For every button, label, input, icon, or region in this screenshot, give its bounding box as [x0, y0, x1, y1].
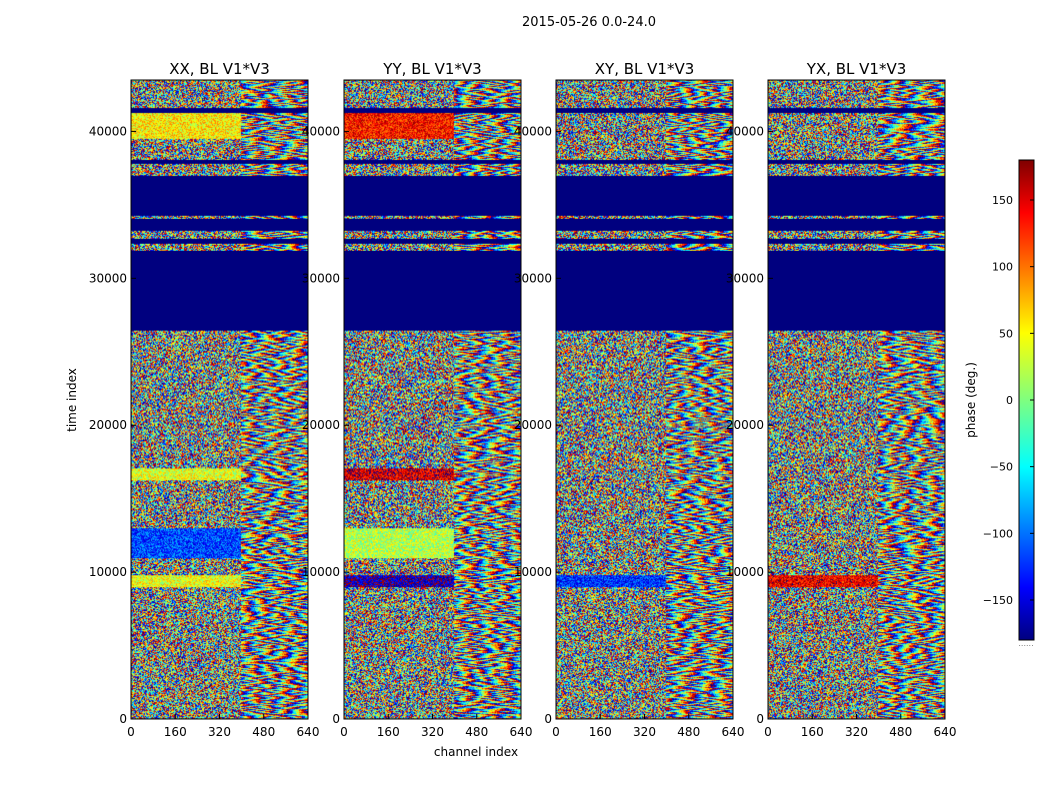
x-tick-label: 480 [465, 725, 488, 739]
x-tick-label: 0 [340, 725, 348, 739]
colorbar-tick-label: −150 [983, 594, 1013, 607]
colorbar-tick-label: −50 [990, 461, 1013, 474]
y-tick-label: 40000 [89, 124, 127, 138]
panel-title: YY, BL V1*V3 [382, 60, 481, 78]
y-tick-label: 0 [332, 712, 340, 726]
y-tick-label: 10000 [89, 565, 127, 579]
x-tick-label: 320 [421, 725, 444, 739]
x-tick-label: 640 [934, 725, 957, 739]
colorbar-ticks: −150 −100 −50 0 50 100 150 [983, 194, 1034, 607]
x-tick-label: 480 [252, 725, 275, 739]
colorbar-tick-label: 150 [992, 194, 1013, 207]
panel-title: YX, BL V1*V3 [806, 60, 907, 78]
panels-group: XX, BL V1*V3 0 160 320 480 640 0 10000 20000 3000… [89, 60, 957, 739]
y-tick-label: 10000 [514, 565, 552, 579]
panel-xy: XY, BL V1*V3 0 160 320 480 640 0 10000 20000 3000… [514, 60, 745, 739]
y-tick-label: 20000 [302, 418, 340, 432]
x-tick-label: 0 [552, 725, 560, 739]
panel-heatmap-xy [556, 80, 733, 719]
x-tick-label: 640 [297, 725, 320, 739]
colorbar-tick-label: 100 [992, 261, 1013, 274]
x-tick-label: 0 [127, 725, 135, 739]
x-tick-label: 480 [889, 725, 912, 739]
y-tick-label: 10000 [726, 565, 764, 579]
colorbar-tick-label: −100 [983, 527, 1013, 540]
panel-yy: YY, BL V1*V3 0 160 320 480 640 0 10000 20000 3000… [302, 60, 533, 739]
panel-title: XY, BL V1*V3 [595, 60, 695, 78]
x-tick-label: 160 [801, 725, 824, 739]
colorbar-tick-label: 50 [999, 327, 1013, 340]
colorbar-label: phase (deg.) [964, 362, 978, 438]
x-tick-label: 480 [677, 725, 700, 739]
colorbar: −150 −100 −50 0 50 100 150 phase (deg.) ...... [964, 159, 1035, 648]
colorbar-tick-label: 0 [1006, 394, 1013, 407]
panel-title: XX, BL V1*V3 [169, 60, 270, 78]
y-tick-label: 30000 [89, 271, 127, 285]
x-tick-label: 160 [377, 725, 400, 739]
y-axis-label: time index [65, 368, 79, 432]
x-tick-label: 320 [633, 725, 656, 739]
x-tick-label: 160 [164, 725, 187, 739]
y-tick-label: 0 [544, 712, 552, 726]
y-tick-label: 20000 [89, 418, 127, 432]
y-tick-label: 30000 [514, 271, 552, 285]
y-tick-label: 0 [756, 712, 764, 726]
panel-xx: XX, BL V1*V3 0 160 320 480 640 0 10000 20000 3000… [89, 60, 320, 739]
y-tick-label: 20000 [726, 418, 764, 432]
x-axis-label: channel index [434, 745, 518, 759]
y-tick-label: 30000 [726, 271, 764, 285]
x-tick-label: 640 [722, 725, 745, 739]
y-tick-label: 40000 [302, 124, 340, 138]
x-tick-label: 320 [845, 725, 868, 739]
y-tick-label: 10000 [302, 565, 340, 579]
x-tick-label: 640 [510, 725, 533, 739]
y-tick-label: 0 [119, 712, 127, 726]
colorbar-footer: ...... [1018, 639, 1033, 648]
x-tick-label: 320 [208, 725, 231, 739]
y-tick-label: 40000 [726, 124, 764, 138]
panel-heatmap-yx [768, 80, 945, 719]
y-tick-label: 40000 [514, 124, 552, 138]
panel-heatmap-yy [344, 80, 521, 719]
x-tick-label: 160 [589, 725, 612, 739]
figure-suptitle: 2015-05-26 0.0-24.0 [522, 15, 656, 30]
panel-yx: YX, BL V1*V3 0 160 320 480 640 0 10000 20000 3000… [726, 60, 957, 739]
y-tick-label: 20000 [514, 418, 552, 432]
y-tick-label: 30000 [302, 271, 340, 285]
panel-heatmap-xx [131, 80, 308, 719]
x-tick-label: 0 [764, 725, 772, 739]
